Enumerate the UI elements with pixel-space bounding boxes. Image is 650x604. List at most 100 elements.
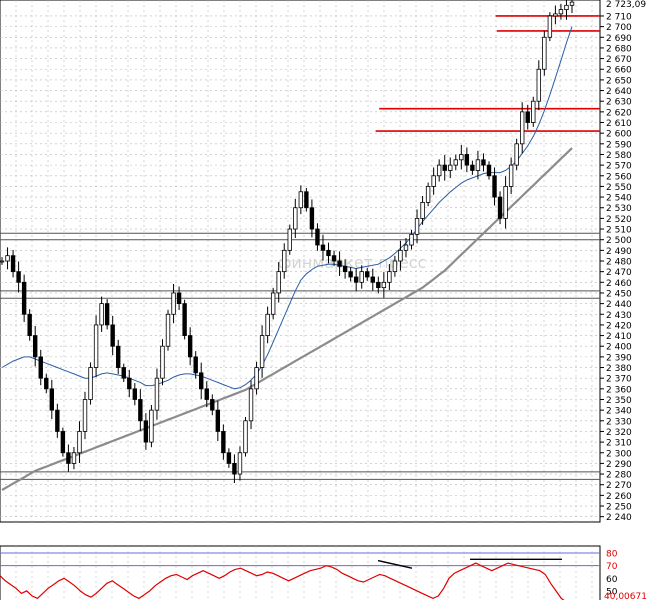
candle-body <box>243 420 248 454</box>
candle-body <box>176 292 182 305</box>
candle-body <box>287 228 292 251</box>
price-tick-label: 2 330 <box>606 417 632 427</box>
price-tick-label: 2 570 <box>606 162 632 172</box>
candle-body <box>359 271 364 283</box>
candle-body <box>497 196 503 219</box>
candle-body <box>315 228 320 246</box>
candle-body <box>298 191 304 209</box>
candle-body <box>237 452 243 475</box>
price-tick-label: 2 620 <box>606 108 632 118</box>
price-tick-label: 2 650 <box>606 76 632 86</box>
price-tick-label: 2 430 <box>606 311 632 321</box>
candle-body <box>508 164 514 187</box>
candle-body <box>392 260 398 273</box>
candle-body <box>110 324 115 347</box>
price-tick-label: 2 360 <box>606 385 632 395</box>
candles <box>0 0 575 484</box>
oscillator-series-line <box>0 562 573 604</box>
candle-body <box>221 431 226 454</box>
price-tick-label: 2 350 <box>606 396 632 406</box>
oscillator-tick-label: 60 <box>606 575 618 585</box>
candle-body <box>453 159 458 166</box>
candle-body <box>276 271 281 294</box>
price-tick-label: 2 440 <box>606 300 632 310</box>
candle-body <box>182 303 187 336</box>
moving-averages <box>1 26 573 491</box>
candle-body <box>66 452 71 464</box>
candle-body <box>320 244 326 251</box>
oscillator-last-value: 40,00671 <box>604 592 647 600</box>
candle-body <box>187 335 193 358</box>
candle-body <box>160 345 165 379</box>
candle-body <box>519 111 525 145</box>
price-tick-label: 2 380 <box>606 364 632 374</box>
price-tick-label: 2 370 <box>606 375 632 385</box>
candle-body <box>282 249 287 273</box>
candle-body <box>60 431 66 454</box>
candle-body <box>199 372 204 390</box>
price-tick-label: 2 530 <box>606 204 632 214</box>
candle-body <box>5 255 10 262</box>
price-tick-label: 2 690 <box>606 34 632 44</box>
candle-body <box>542 36 547 70</box>
candle-body <box>553 13 558 17</box>
price-tick-label: 2 280 <box>606 471 632 481</box>
candle-body <box>342 265 348 273</box>
candle-body <box>409 233 414 246</box>
oscillator-tick-label: 50 <box>606 587 618 597</box>
candle-body <box>436 164 442 177</box>
price-tick-label: 2 240 <box>606 513 632 523</box>
candle-body <box>365 271 370 278</box>
candle-body <box>149 409 154 443</box>
price-tick-label: 2 290 <box>606 460 632 470</box>
candle-body <box>503 186 508 219</box>
candle-body <box>353 276 359 283</box>
oscillator-tick-label: 80 <box>606 550 618 560</box>
candle-body <box>265 313 270 336</box>
price-tick-label: 2 560 <box>606 172 632 182</box>
candle-body <box>525 111 530 123</box>
candle-body <box>536 68 541 102</box>
candle-body <box>425 186 431 203</box>
candle-body <box>403 244 409 251</box>
candle-body <box>442 164 447 171</box>
price-tick-label: 2 420 <box>606 321 632 331</box>
price-tick-label: 2 480 <box>606 258 632 268</box>
price-tick-label: 2 470 <box>606 268 632 278</box>
candle-body <box>376 281 381 289</box>
price-tick-label: 2 670 <box>606 55 632 65</box>
oscillator-axis: 80 70 60 50 <box>606 550 618 598</box>
candle-body <box>248 388 254 422</box>
candle-body <box>33 335 38 358</box>
candle-body <box>88 367 93 400</box>
candle-body <box>104 303 110 326</box>
candle-body <box>10 255 16 273</box>
candle-body <box>259 335 265 368</box>
candle-body <box>486 164 492 177</box>
candle-body <box>531 100 536 123</box>
candle-body <box>93 324 99 368</box>
candle-body <box>331 255 337 262</box>
candle-body <box>293 207 298 230</box>
candle-body <box>71 452 77 464</box>
candle-body <box>99 303 104 326</box>
divergence-lines <box>377 558 562 569</box>
moving-average-line <box>1 26 573 390</box>
price-tick-label: 2 630 <box>606 98 632 108</box>
price-tick-label: 2 490 <box>606 247 632 257</box>
candle-body <box>193 356 198 374</box>
candle-body <box>127 377 132 390</box>
candle-body <box>82 399 88 432</box>
oscillator-panel: 80 70 60 50 40,00671 <box>0 545 647 604</box>
price-tick-label: 2 710 <box>606 12 632 22</box>
candle-body <box>558 9 564 15</box>
moving-average-line <box>1 147 573 491</box>
price-tick-label: 2 520 <box>606 215 632 225</box>
candle-body <box>210 399 215 411</box>
price-tick-label: 2 260 <box>606 492 632 502</box>
candle-body <box>77 431 82 454</box>
oscillator-tick-label: 70 <box>606 562 618 572</box>
horizontal-levels <box>0 15 600 480</box>
